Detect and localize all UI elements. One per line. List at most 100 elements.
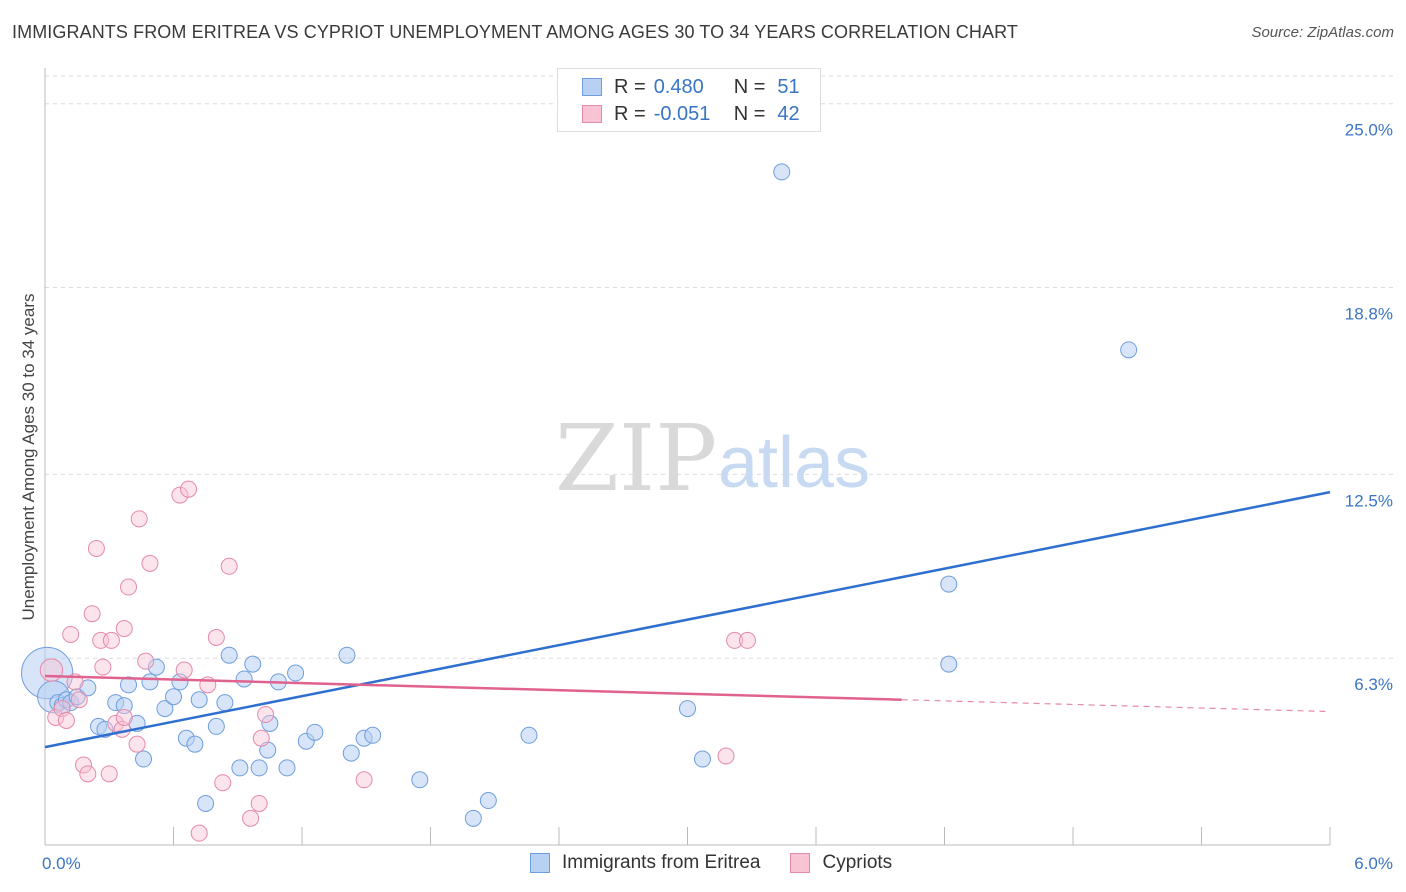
point-cypriots (738, 631, 756, 649)
point-cypriots (115, 620, 133, 638)
point-cypriots (115, 709, 133, 726)
legend-r-label: R = (614, 102, 646, 125)
point-cypriots (75, 756, 93, 774)
legend-swatch-cypriots (582, 105, 602, 123)
point-eritrea (679, 700, 696, 718)
legend-n-value: 51 (777, 75, 800, 98)
point-cypriots (726, 631, 744, 649)
point-cypriots (252, 729, 270, 747)
bottom-legend-label-eritrea: Immigrants from Eritrea (562, 852, 761, 873)
legend-n-value: 42 (777, 102, 800, 125)
y-tick-label: 12.5% (1345, 491, 1393, 510)
point-cypriots (128, 735, 146, 753)
trend-line-cypriots-dashed (901, 699, 1331, 713)
point-eritrea (190, 691, 208, 709)
bottom-legend-swatch-cypriots (790, 853, 811, 873)
trend-line-eritrea (44, 490, 1331, 749)
point-eritrea (464, 809, 482, 827)
point-cypriots (100, 765, 118, 783)
trend-lines (44, 490, 1331, 749)
legend: R = 0.480 N = 51 R = -0.051 N = 42 (557, 68, 821, 132)
point-eritrea (186, 735, 204, 753)
point-eritrea (261, 714, 279, 732)
point-cypriots (57, 711, 75, 729)
point-eritrea (520, 726, 538, 744)
point-cypriots (83, 605, 101, 623)
point-eritrea (165, 688, 182, 706)
point-eritrea (306, 723, 324, 741)
point-eritrea (156, 700, 174, 718)
watermark-atlas: atlas (718, 423, 870, 503)
point-eritrea (940, 655, 958, 673)
legend-r-label: R = (614, 75, 646, 98)
point-cypriots (179, 480, 197, 498)
point-cypriots (137, 652, 155, 670)
point-eritrea (220, 646, 238, 664)
point-eritrea (147, 658, 165, 676)
point-cypriots (242, 809, 260, 827)
legend-r-value: -0.051 (653, 102, 711, 125)
point-cypriots (62, 625, 80, 643)
point-eritrea (141, 673, 159, 691)
point-cypriots (47, 709, 65, 726)
watermark: ZIP atlas (555, 405, 870, 512)
point-cypriots (175, 661, 193, 679)
bottom-legend: Immigrants from Eritrea Cypriots (530, 852, 922, 874)
point-cypriots (70, 691, 88, 709)
point-eritrea (250, 759, 268, 777)
point-cypriots (355, 771, 373, 789)
point-cypriots (190, 824, 208, 842)
point-cypriots (94, 658, 112, 676)
legend-n-label: N = (733, 75, 766, 98)
axes (44, 68, 1331, 846)
watermark-zip: ZIP (555, 405, 717, 512)
point-eritrea (940, 575, 958, 593)
point-cypriots (102, 631, 120, 649)
point-eritrea (479, 792, 497, 810)
tick-labels: 6.3% 12.5% 18.8% 25.0% 0.0% 6.0% (42, 121, 1393, 873)
source-label: Source: ZipAtlas.com (1251, 24, 1394, 41)
point-eritrea (135, 750, 153, 768)
point-eritrea (411, 771, 429, 789)
legend-row-cypriots: R = -0.051 N = 42 (582, 101, 800, 127)
point-eritrea (197, 794, 215, 812)
chart-title: IMMIGRANTS FROM ERITREA VS CYPRIOT UNEMP… (12, 22, 1018, 42)
point-eritrea (1120, 341, 1138, 359)
point-cypriots (87, 539, 105, 557)
point-cypriots (214, 774, 232, 792)
x-tick-label: 0.0% (42, 854, 81, 873)
point-cypriots (717, 747, 735, 765)
legend-row-eritrea: R = 0.480 N = 51 (582, 74, 800, 100)
point-eritrea (235, 670, 253, 688)
point-eritrea (693, 750, 711, 768)
x-tick-label: 6.0% (1354, 854, 1393, 873)
point-cypriots (171, 486, 189, 504)
point-eritrea (216, 694, 234, 712)
point-eritrea (231, 759, 249, 777)
y-axis-label: Unemployment Among Ages 30 to 34 years (19, 293, 38, 621)
bottom-legend-cypriots: Cypriots (790, 852, 892, 874)
y-tick-label: 18.8% (1345, 305, 1393, 324)
point-eritrea (287, 664, 305, 682)
legend-n-label: N = (733, 102, 766, 125)
point-eritrea (364, 726, 382, 744)
trend-line-cypriots (44, 674, 902, 701)
point-eritrea (115, 697, 133, 715)
bottom-legend-label-cypriots: Cypriots (822, 852, 893, 873)
point-cypriots (39, 658, 64, 682)
bottom-legend-swatch-eritrea (530, 853, 550, 873)
point-eritrea (207, 717, 225, 735)
point-eritrea (342, 744, 360, 762)
point-eritrea (338, 646, 356, 664)
point-cypriots (141, 554, 159, 572)
point-eritrea (244, 655, 262, 673)
point-eritrea (120, 676, 138, 694)
point-cypriots (257, 706, 275, 724)
point-cypriots (107, 714, 125, 732)
point-cypriots (250, 794, 268, 812)
point-cypriots (120, 578, 138, 596)
bottom-legend-eritrea: Immigrants from Eritrea (530, 852, 760, 874)
point-cypriots (207, 628, 225, 646)
legend-r-value: 0.480 (653, 75, 704, 98)
